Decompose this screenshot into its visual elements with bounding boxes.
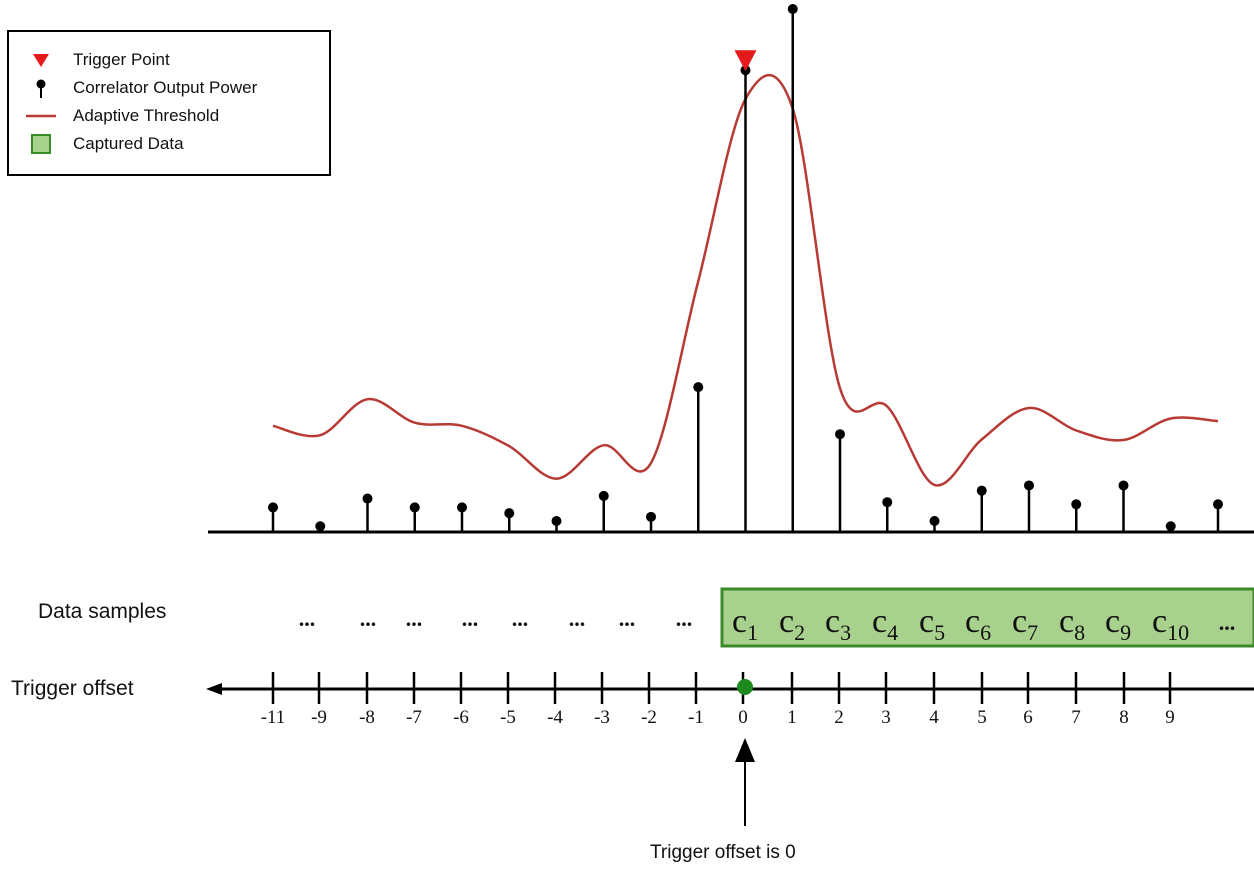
captured-sample-label: c8 [1059, 603, 1085, 645]
axis-tick-label: 8 [1119, 707, 1129, 728]
data-sample-ellipsis: ... [406, 606, 423, 631]
correlator-stem-head [315, 521, 326, 532]
correlator-stem-head [1213, 499, 1223, 510]
axis-tick-label: -9 [311, 707, 327, 728]
correlator-stem-head [929, 516, 940, 527]
correlator-stem-head [646, 511, 656, 522]
axis-tick-label: -7 [406, 707, 422, 728]
correlator-stem-head [1024, 480, 1034, 491]
red-triangle-icon [23, 46, 59, 74]
captured-sample-label: c1 [732, 603, 758, 645]
green-square-icon [23, 130, 59, 158]
correlator-stem-head [1165, 521, 1176, 532]
adaptive-threshold-curve [272, 74, 1219, 487]
axis-tick-label: 7 [1071, 707, 1081, 728]
captured-sample-label: c2 [779, 603, 805, 645]
axis-tick-label: -3 [594, 707, 610, 728]
correlator-stem-head [976, 485, 987, 496]
data-sample-ellipsis: ... [299, 606, 316, 631]
axis-tick-label: 1 [787, 707, 797, 728]
axis-tick-label: -5 [500, 707, 516, 728]
trigger-point-marker [734, 50, 757, 72]
axis-tick-label: -1 [688, 707, 704, 728]
axis-tick-label: 3 [881, 707, 891, 728]
correlator-stem-head [268, 502, 278, 513]
correlator-stem-head [882, 497, 893, 508]
axis-tick-label: 9 [1165, 707, 1175, 728]
axis-left-arrowhead [206, 683, 222, 695]
axis-tick-label: 2 [834, 707, 844, 728]
data-sample-ellipsis: ... [360, 606, 377, 631]
axis-tick-label: 4 [929, 707, 939, 728]
axis-tick-label: -6 [453, 707, 469, 728]
red-line-icon [23, 102, 59, 130]
axis-tick-label: 5 [977, 707, 987, 728]
correlator-stem-head [787, 4, 798, 14]
pointer-arrowhead [735, 738, 755, 762]
trigger-offset-label: Trigger offset [11, 677, 134, 700]
captured-sample-label: c10 [1152, 603, 1189, 645]
axis-tick-label: -8 [359, 707, 375, 728]
data-samples-label: Data samples [38, 600, 167, 623]
legend-item-captured-data: Captured Data [23, 130, 184, 158]
legend-item-trigger-point: Trigger Point [23, 46, 170, 74]
trigger-offset-note: Trigger offset is 0 [650, 842, 796, 863]
correlator-stem-head [693, 382, 704, 393]
axis-tick-label: 0 [738, 707, 748, 728]
trigger-zero-marker [737, 679, 753, 695]
captured-sample-label: c9 [1105, 603, 1131, 645]
correlator-stem-head [1071, 499, 1082, 510]
data-sample-ellipsis: ... [619, 606, 636, 631]
captured-ellipsis: ... [1219, 610, 1236, 635]
legend-item-correlator-output: Correlator Output Power [23, 74, 257, 102]
data-sample-ellipsis: ... [569, 606, 586, 631]
legend-item-adaptive-threshold: Adaptive Threshold [23, 102, 219, 130]
captured-data-box [720, 587, 1254, 648]
legend-label: Trigger Point [73, 50, 170, 69]
correlator-stem-head [598, 490, 609, 501]
captured-sample-label: c5 [919, 603, 945, 645]
lollipop-stem-icon [23, 74, 59, 102]
captured-sample-label: c6 [965, 603, 991, 645]
data-sample-ellipsis: ... [676, 606, 693, 631]
axis-tick-label: 6 [1023, 707, 1033, 728]
data-sample-ellipsis: ... [512, 606, 529, 631]
correlator-stem-head [835, 429, 845, 440]
legend: Trigger Point Correlator Output Power Ad… [7, 30, 331, 176]
legend-label: Captured Data [73, 134, 184, 153]
correlator-stem-head [457, 502, 467, 513]
axis-tick-label: -4 [547, 707, 563, 728]
captured-sample-label: c7 [1012, 603, 1038, 645]
correlator-stem-head [1118, 480, 1129, 491]
captured-sample-label: c4 [872, 603, 898, 645]
axis-tick-label: -11 [261, 707, 286, 728]
legend-label: Correlator Output Power [73, 78, 258, 97]
captured-sample-label: c3 [825, 603, 851, 645]
correlator-stem-head [504, 508, 515, 519]
correlator-stem-head [409, 502, 420, 513]
data-sample-ellipsis: ... [462, 606, 479, 631]
legend-label: Adaptive Threshold [73, 106, 220, 125]
correlator-stem-head [551, 516, 562, 527]
correlator-stem-head [362, 493, 373, 504]
axis-tick-label: -2 [641, 707, 657, 728]
